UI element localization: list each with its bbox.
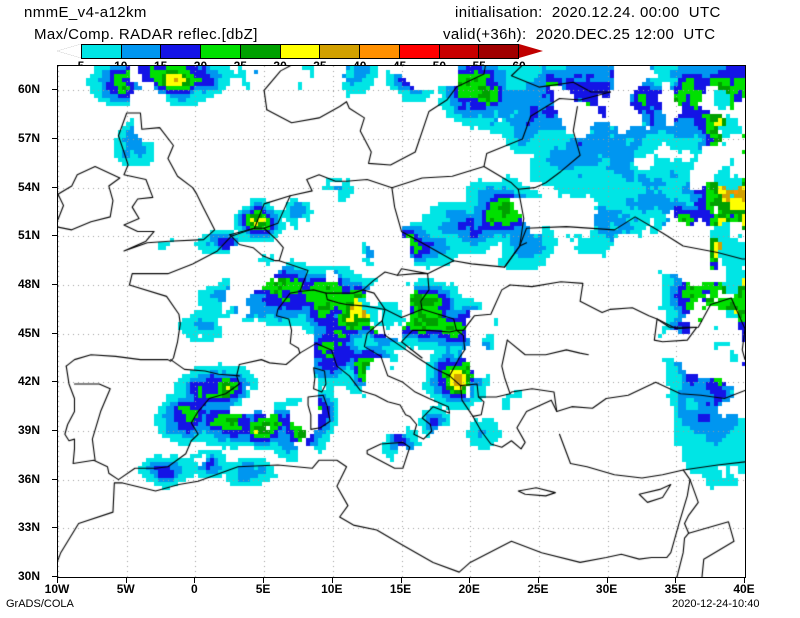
lat-tick-39N: 39N — [18, 423, 41, 437]
lat-tick-33N: 33N — [18, 520, 41, 535]
lat-tickmark — [52, 89, 57, 91]
colorbar-cell-4 — [240, 45, 281, 58]
lon-tick-10E: 10E — [321, 582, 343, 596]
colorbar-cell-3 — [201, 45, 241, 58]
lon-tick-5W: 5W — [116, 582, 135, 596]
lat-tickmark — [52, 527, 57, 529]
colorbar: 51015202530354045505560 — [57, 44, 543, 73]
colorbar-cell-7 — [360, 45, 400, 58]
lat-tickmark — [52, 235, 57, 237]
lon-tickmark — [125, 578, 127, 583]
colorbar-cell-2 — [161, 45, 202, 58]
lat-tick-60N: 60N — [18, 82, 41, 97]
lat-tick-36N: 36N — [18, 471, 41, 486]
initialisation-label: initialisation: 2020.12.24. 00:00 UTC — [455, 4, 721, 21]
lon-tick-30E: 30E — [595, 582, 618, 596]
lon-tickmark — [744, 578, 745, 583]
lat-tickmark — [52, 576, 57, 577]
lat-tick-48N: 48N — [18, 277, 41, 291]
colorbar-cell-1 — [121, 45, 162, 58]
lon-tickmark — [57, 578, 58, 583]
lon-tick-10W: 10W — [44, 582, 70, 596]
colorbar-cell-0 — [82, 45, 122, 58]
colorbar-cell-6 — [320, 45, 361, 58]
field-name-label: Max/Comp. RADAR reflec.[dbZ] — [34, 26, 258, 43]
lon-tick-35E: 35E — [664, 582, 686, 596]
lon-tick-40E: 40E — [733, 582, 755, 596]
lon-tickmark — [537, 578, 539, 583]
lon-tickmark — [400, 578, 402, 583]
valid-time-label: valid(+36h): 2020.DEC.25 12:00 UTC — [443, 26, 716, 43]
lon-tick-0: 0 — [191, 582, 198, 596]
lat-tickmark — [52, 138, 57, 139]
lat-tickmark — [52, 284, 57, 285]
lon-tickmark — [194, 578, 196, 583]
model-name-label: nmmE_v4-a12km — [24, 4, 147, 21]
lat-tickmark — [52, 430, 57, 431]
colorbar-cell-8 — [399, 45, 440, 58]
lon-tickmark — [331, 578, 333, 583]
colorbar-cell-10 — [479, 45, 519, 58]
colorbar-low-arrow-icon — [57, 44, 81, 58]
coastline-layer — [58, 66, 745, 577]
lat-tick-30N: 30N — [18, 569, 41, 583]
lat-tickmark — [52, 381, 57, 383]
credit-label: GrADS/COLA — [6, 598, 74, 610]
lat-tickmark — [52, 478, 57, 480]
lat-tick-51N: 51N — [18, 228, 41, 243]
lon-tickmark — [469, 578, 471, 583]
lon-tickmark — [675, 578, 677, 583]
lat-tick-45N: 45N — [18, 325, 41, 340]
generation-timestamp: 2020-12-24-10:40 — [672, 598, 760, 610]
radar-map-plot — [57, 65, 746, 578]
colorbar-cell-9 — [439, 45, 480, 58]
lon-tickmark — [263, 578, 265, 583]
lat-tick-57N: 57N — [18, 131, 41, 145]
colorbar-swatches — [81, 44, 519, 59]
lat-tick-54N: 54N — [18, 179, 41, 194]
lon-tickmark — [606, 578, 608, 583]
lat-tickmark — [52, 332, 57, 334]
lat-tick-42N: 42N — [18, 374, 41, 389]
lon-tick-15E: 15E — [389, 582, 412, 596]
lon-tick-20E: 20E — [458, 582, 480, 596]
colorbar-high-arrow-icon — [519, 44, 543, 58]
lon-tick-5E: 5E — [255, 582, 271, 596]
lat-tickmark — [52, 186, 57, 188]
colorbar-cell-5 — [280, 45, 321, 58]
lon-tick-25E: 25E — [527, 582, 549, 596]
